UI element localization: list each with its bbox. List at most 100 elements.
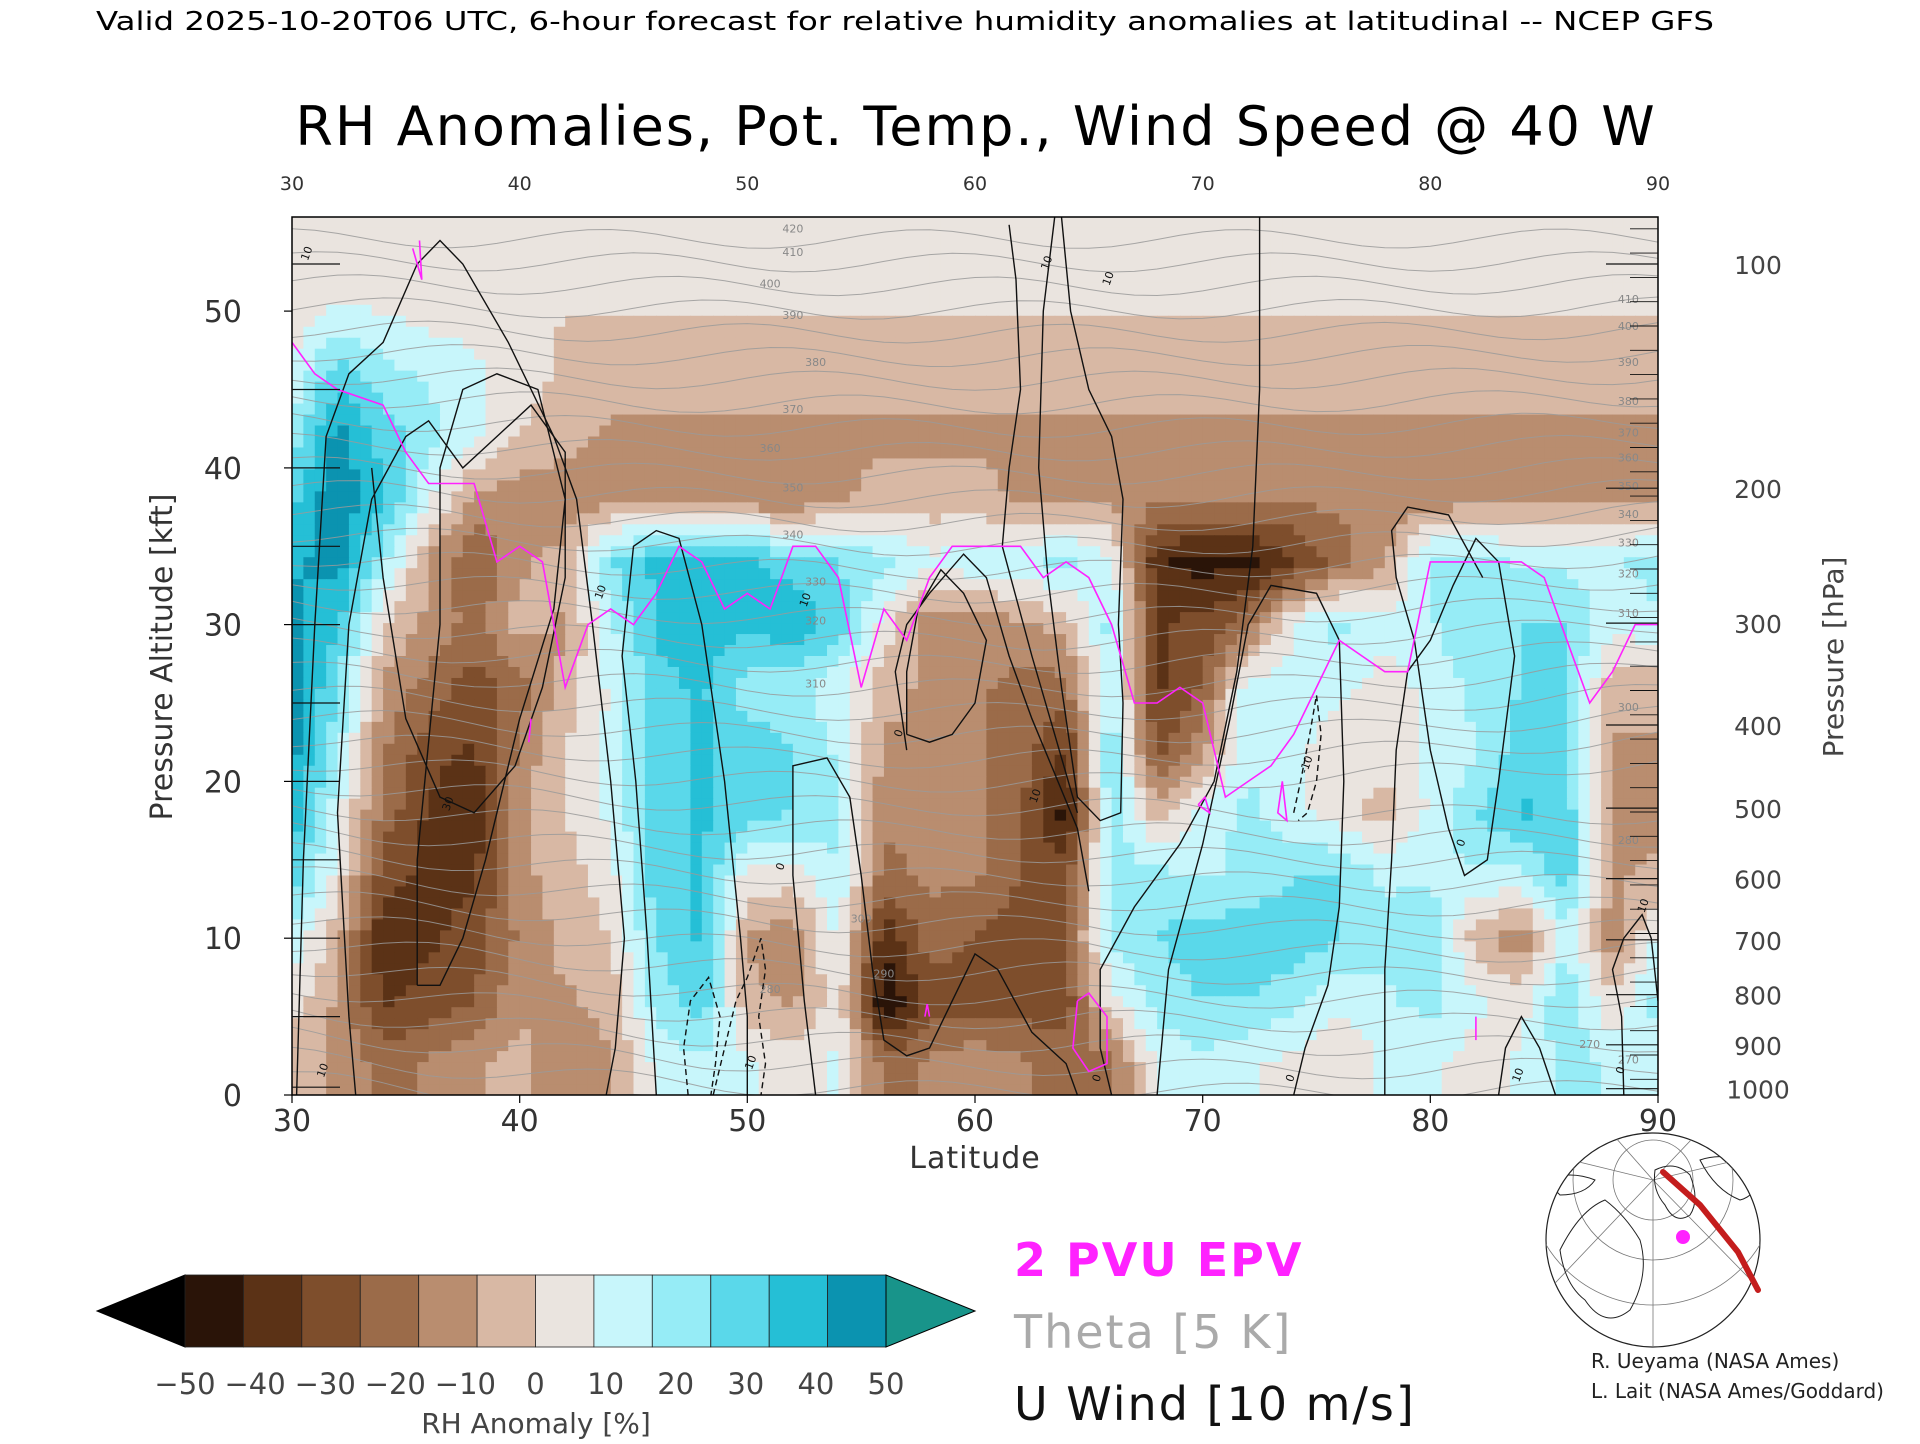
heat-cell (633, 315, 646, 328)
heat-cell (975, 524, 987, 536)
heat-cell (1430, 217, 1443, 229)
heat-cell (1498, 579, 1511, 591)
heat-cell (1430, 293, 1443, 306)
heat-cell (587, 524, 600, 536)
heat-cell (542, 381, 555, 394)
heat-cell (1054, 524, 1067, 536)
heat-cell (1145, 271, 1158, 284)
heat-cell (849, 370, 862, 383)
heat-cell (428, 535, 441, 547)
heat-cell (770, 227, 783, 240)
heat-cell (724, 315, 737, 328)
heat-cell (849, 546, 862, 558)
heat-cell (747, 370, 760, 383)
heat-cell (1191, 282, 1204, 295)
heat-cell (1134, 568, 1147, 580)
heat-cell (1282, 645, 1295, 657)
heat-cell (553, 425, 566, 438)
heat-cell (1544, 337, 1557, 350)
heat-cell (1316, 436, 1329, 449)
heat-cell (542, 238, 555, 251)
heat-cell (1532, 271, 1545, 284)
heat-cell (1031, 370, 1044, 383)
heat-cell (565, 524, 578, 536)
heat-cell (747, 348, 760, 361)
heat-cell (815, 425, 828, 438)
heat-cell (861, 293, 874, 306)
heat-cell (622, 337, 635, 350)
heat-cell (861, 612, 874, 624)
heat-cell (599, 634, 612, 646)
heat-cell (1566, 557, 1579, 569)
heat-cell (1441, 282, 1454, 295)
heat-cell (1327, 381, 1340, 394)
heat-cell (792, 414, 805, 427)
heat-cell (462, 557, 475, 569)
heat-cell (1145, 403, 1158, 416)
heat-cell (1145, 656, 1158, 668)
heat-cell (906, 535, 919, 547)
heat-cell (428, 238, 441, 251)
heat-cell (1259, 227, 1272, 240)
heat-cell (1646, 601, 1658, 613)
heat-cell (1498, 634, 1511, 646)
heat-cell (1248, 447, 1261, 460)
heat-cell (1418, 524, 1431, 536)
heat-cell (610, 623, 623, 635)
heat-cell (542, 414, 555, 427)
heat-cell (1009, 568, 1022, 580)
heat-cell (405, 513, 418, 525)
heat-cell (405, 666, 418, 679)
heat-cell (713, 601, 726, 613)
heat-cell (724, 634, 737, 646)
heat-cell (326, 271, 339, 284)
heat-cell (337, 480, 350, 492)
heat-cell (975, 260, 987, 273)
heat-cell (1020, 271, 1033, 284)
heat-cell (1430, 557, 1443, 569)
heat-cell (701, 260, 714, 273)
heat-cell (758, 601, 771, 613)
heat-cell (1020, 249, 1033, 262)
heat-cell (918, 546, 931, 558)
heat-cell (508, 579, 521, 591)
heat-cell (701, 348, 714, 361)
heat-cell (1031, 579, 1044, 591)
heat-cell (1111, 447, 1124, 460)
heat-cell (906, 524, 919, 536)
heat-cell (508, 381, 521, 394)
heat-cell (1020, 568, 1033, 580)
heat-cell (1339, 359, 1352, 372)
heat-cell (622, 524, 635, 536)
heat-cell (314, 260, 327, 273)
heat-cell (1077, 436, 1090, 449)
heat-cell (371, 392, 384, 405)
heat-cell (508, 568, 521, 580)
heat-cell (735, 524, 748, 536)
heat-cell (690, 370, 703, 383)
heat-cell (758, 634, 771, 646)
heat-cell (690, 414, 703, 427)
heat-cell (1293, 491, 1306, 503)
heat-cell (1521, 590, 1534, 602)
heat-cell (439, 623, 452, 635)
heat-cell (1350, 645, 1363, 657)
heat-cell (1009, 623, 1022, 635)
heat-cell (1453, 381, 1466, 394)
heat-cell (519, 480, 532, 492)
heat-cell (1612, 326, 1625, 339)
heat-cell (565, 425, 578, 438)
heat-cell (827, 579, 839, 591)
heat-cell (1521, 579, 1534, 591)
heat-cell (292, 524, 304, 536)
heat-cell (656, 469, 669, 481)
heat-cell (1396, 491, 1409, 503)
heat-cell (1407, 414, 1420, 427)
heat-cell (895, 634, 908, 646)
heat-cell (1179, 392, 1192, 405)
heat-cell (360, 271, 373, 284)
heat-cell (906, 238, 919, 251)
heat-cell (1521, 326, 1534, 339)
heat-cell (656, 546, 669, 558)
heat-cell (1157, 447, 1170, 460)
